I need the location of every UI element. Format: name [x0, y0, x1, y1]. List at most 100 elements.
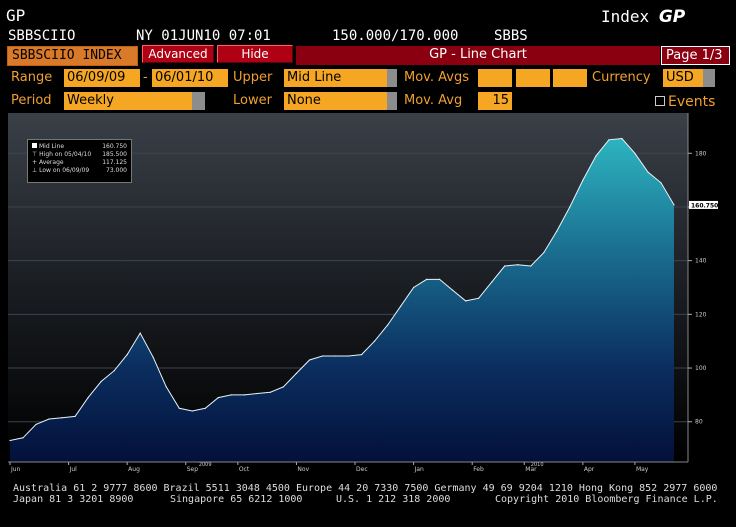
x-tick-label: Feb [473, 466, 484, 473]
lower-label: Lower [233, 93, 272, 108]
data-point [426, 278, 428, 280]
data-point [387, 324, 389, 326]
period-select[interactable]: Weekly [64, 92, 192, 110]
data-point [608, 139, 610, 141]
average-marker-icon: + [32, 159, 39, 166]
legend-average: + Average 117.125 [32, 159, 127, 167]
data-point [478, 297, 480, 299]
last-value-tag [689, 200, 718, 209]
range-start-input[interactable]: 06/09/09 [64, 69, 140, 87]
upper-select[interactable]: Mid Line [284, 69, 387, 87]
footer-japan: Japan 81 3 3201 8900 [13, 494, 134, 505]
data-point [621, 137, 623, 140]
data-point [100, 380, 102, 383]
data-point [126, 354, 128, 356]
data-point [465, 300, 467, 302]
data-point [74, 415, 76, 417]
legend-average-value: 117.125 [102, 159, 127, 166]
currency-select[interactable]: USD [663, 69, 703, 87]
data-point [373, 340, 376, 342]
data-point [152, 356, 154, 358]
legend-low-label: Low on 06/09/09 [39, 167, 90, 174]
data-point [9, 439, 11, 442]
high-marker-icon: ⊤ [32, 151, 40, 158]
currency-label: Currency [592, 70, 651, 85]
data-point [113, 370, 115, 372]
legend-low: ⊥ Low on 06/09/09 73.000 [32, 167, 127, 175]
data-point [634, 152, 636, 154]
data-point [321, 355, 324, 357]
currency-dropdown-arrow[interactable] [703, 69, 715, 87]
lower-dropdown-arrow[interactable] [387, 92, 397, 110]
data-point [647, 171, 649, 173]
data-point [204, 407, 206, 409]
x-tick-label: Oct [239, 466, 250, 473]
low-marker-icon: ⊥ [32, 167, 40, 174]
legend-high-value: 185.500 [102, 151, 127, 158]
hide-button[interactable]: Hide [217, 45, 293, 63]
x-year-label: 2009 [199, 462, 212, 468]
data-point [256, 392, 258, 395]
data-point [61, 417, 63, 419]
mid-line-swatch-icon [32, 143, 37, 148]
data-point [595, 155, 597, 157]
data-point [504, 265, 506, 267]
data-point [543, 252, 545, 254]
legend-low-value: 73.000 [106, 167, 127, 174]
footer-contacts-line-1: Australia 61 2 9777 8600 Brazil 5511 304… [13, 483, 718, 494]
footer-us: U.S. 1 212 318 2000 [336, 494, 451, 505]
ticker-symbol: SBBSCIIO [8, 28, 76, 44]
upper-dropdown-arrow[interactable] [387, 69, 397, 87]
data-point [660, 182, 662, 184]
period-dropdown-arrow[interactable] [192, 92, 205, 110]
legend-high: ⊤ High on 05/04/10 185.500 [32, 151, 127, 159]
mov-avg-1-input[interactable] [478, 69, 512, 87]
data-point [139, 332, 141, 334]
data-point [230, 394, 232, 396]
mov-avg-input[interactable]: 15 [478, 92, 512, 110]
exchange-date-time: NY 01JUN10 07:01 [136, 28, 271, 44]
data-point [87, 397, 89, 399]
y-tick-label: 120 [695, 311, 707, 318]
data-point [452, 289, 454, 291]
data-point [530, 265, 532, 267]
data-point [517, 264, 519, 266]
bid-ask: 150.000/170.000 [332, 28, 459, 44]
mid-line-area [10, 138, 674, 462]
range-separator: - [143, 70, 148, 85]
events-checkbox[interactable] [655, 96, 665, 106]
data-point [22, 437, 24, 439]
period-label: Period [11, 93, 52, 108]
upper-label: Upper [233, 70, 273, 85]
data-point [360, 354, 363, 356]
mov-avg-label: Mov. Avg [404, 93, 463, 108]
data-point [178, 407, 180, 409]
data-point [334, 355, 337, 357]
data-point [556, 230, 558, 232]
x-tick-label: Sep [187, 466, 199, 473]
data-point [308, 359, 311, 361]
x-tick-label: Jan [414, 466, 424, 473]
function-code: GP [6, 6, 26, 25]
data-point [165, 386, 167, 388]
data-point [48, 418, 50, 420]
chart-title-bar: GP - Line Chart [296, 46, 660, 65]
x-tick-label: Jun [10, 466, 21, 473]
chart-legend: Mid Line 160.750 ⊤ High on 05/04/10 185.… [27, 139, 132, 183]
mov-avgs-label: Mov. Avgs [404, 70, 469, 85]
legend-average-label: Average [38, 159, 64, 166]
source-code: SBBS [494, 28, 528, 44]
page-indicator[interactable]: Page 1/3 [661, 46, 730, 65]
x-tick-label: May [636, 466, 649, 473]
legend-high-label: High on 05/04/10 [39, 151, 92, 158]
data-point [569, 206, 571, 208]
mid-line-series [9, 137, 675, 441]
x-tick-label: Dec [356, 466, 368, 473]
mov-avg-2-input[interactable] [516, 69, 550, 87]
ticker-field[interactable]: SBBSCIIO INDEX [7, 46, 138, 66]
lower-select[interactable]: None [284, 92, 387, 110]
advanced-button[interactable]: Advanced [142, 45, 214, 63]
x-tick-label: Aug [128, 466, 140, 473]
mov-avg-3-input[interactable] [553, 69, 587, 87]
range-end-input[interactable]: 06/01/10 [152, 69, 228, 87]
